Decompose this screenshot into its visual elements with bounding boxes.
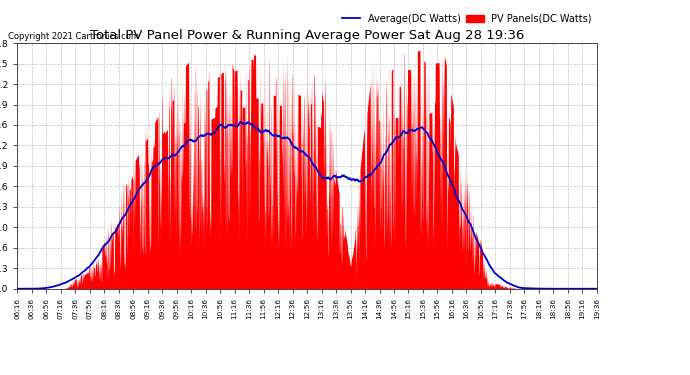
Legend: Average(DC Watts), PV Panels(DC Watts): Average(DC Watts), PV Panels(DC Watts) [342, 13, 592, 24]
Title: Total PV Panel Power & Running Average Power Sat Aug 28 19:36: Total PV Panel Power & Running Average P… [90, 29, 524, 42]
Text: Copyright 2021 Cartronics.com: Copyright 2021 Cartronics.com [8, 32, 139, 41]
